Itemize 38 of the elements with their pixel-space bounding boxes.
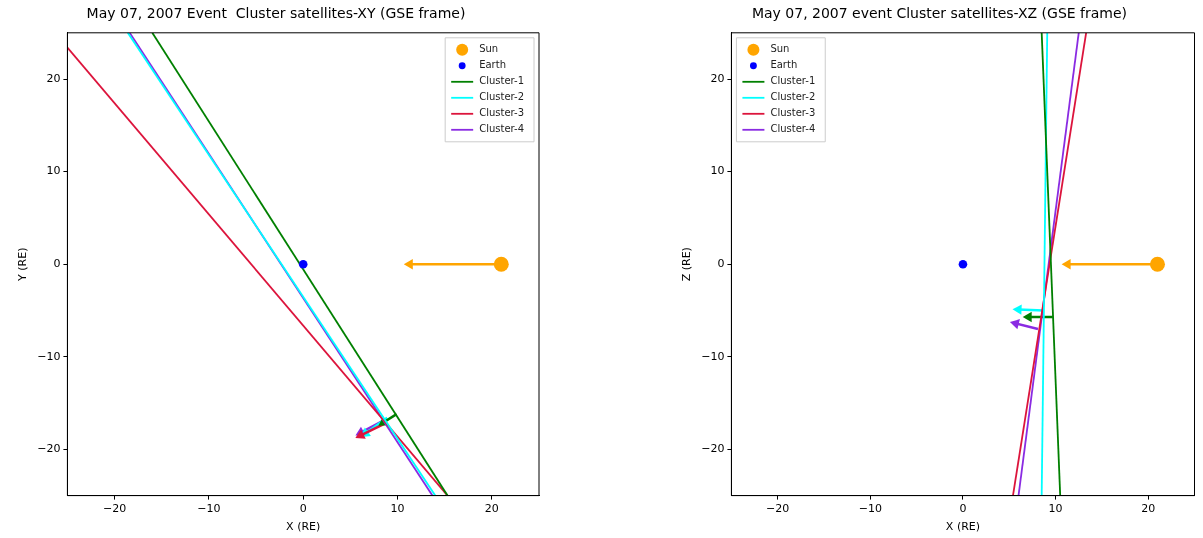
x-tick-label: 10	[390, 502, 405, 516]
legend-label: Sun	[479, 43, 499, 55]
x-tick-label: 20	[1141, 502, 1156, 516]
x-tick-label: −20	[766, 502, 790, 516]
chart-title: May 07, 2007 Event Cluster satellites-XY (GSE frame)	[86, 5, 466, 22]
x-tick-label: −10	[197, 502, 221, 516]
y-tick-label: 10	[710, 164, 725, 178]
legend-label: Cluster-3	[479, 107, 524, 119]
y-axis-title: Z (RE)	[680, 247, 694, 282]
y-tick-label: 10	[46, 164, 61, 178]
y-tick-label: −20	[701, 442, 725, 456]
legend-label: Cluster-3	[770, 107, 816, 119]
x-tick-label: −20	[102, 502, 127, 516]
x-axis-title: X (RE)	[286, 520, 321, 534]
legend-label: Cluster-2	[770, 91, 816, 103]
chart-title: May 07, 2007 event Cluster satellites-XZ (GSE frame)	[751, 5, 1128, 22]
y-tick-label: −10	[37, 349, 61, 363]
x-tick-label: 0	[959, 502, 967, 516]
legend-label: Cluster-4	[479, 123, 524, 135]
y-tick-label: 20	[46, 71, 61, 85]
y-tick-label: 20	[710, 71, 725, 85]
legend-label: Cluster-1	[479, 75, 524, 87]
y-tick-label: 0	[53, 257, 61, 271]
x-axis-title: X (RE)	[945, 520, 981, 534]
legend-label: Cluster-4	[770, 123, 816, 135]
legend-label: Earth	[479, 59, 506, 71]
x-tick-label: −10	[858, 502, 882, 516]
legend-label: Sun	[770, 43, 790, 55]
y-axis-title: Y (RE)	[16, 247, 30, 282]
legend-label: Earth	[770, 59, 798, 71]
y-tick-label: −10	[701, 349, 725, 363]
legend-label: Cluster-1	[770, 75, 816, 87]
y-tick-label: 0	[717, 257, 725, 271]
y-tick-label: −20	[37, 442, 61, 456]
x-tick-label: 0	[299, 502, 307, 516]
x-tick-label: 10	[1048, 502, 1063, 516]
x-tick-label: 20	[484, 502, 499, 516]
legend-label: Cluster-2	[479, 91, 524, 103]
